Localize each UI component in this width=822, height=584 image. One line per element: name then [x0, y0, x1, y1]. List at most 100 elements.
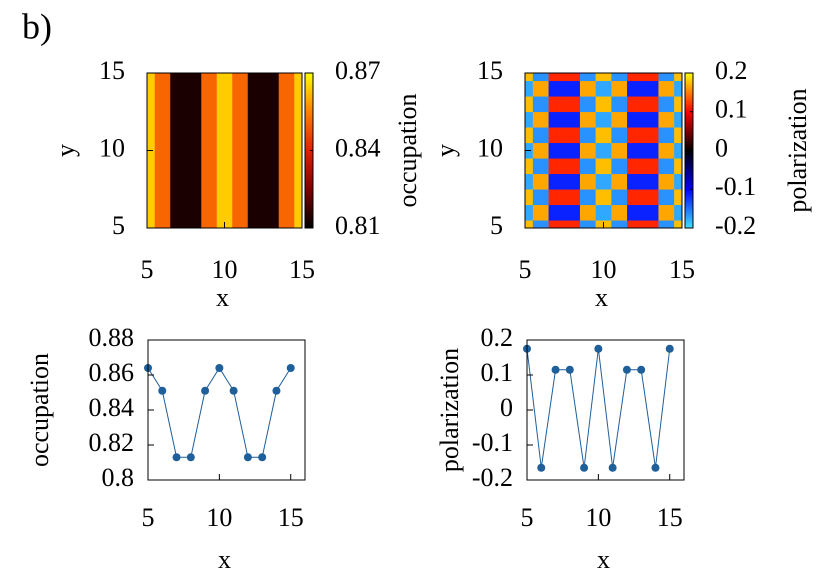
- heatmap-cell: [525, 189, 534, 206]
- heatmap-cell: [642, 142, 659, 159]
- heatmap-cell: [611, 127, 628, 144]
- heatmap-cell: [595, 73, 612, 82]
- y-tick-label: 15: [99, 56, 125, 85]
- heatmap-cell: [627, 220, 644, 229]
- heatmap-cell: [564, 127, 581, 144]
- heatmap-cell: [674, 142, 683, 159]
- heatmap-column: [154, 73, 171, 228]
- x-tick-label: 10: [212, 255, 238, 284]
- heatmap-cell: [611, 73, 628, 82]
- heatmap-cell: [658, 220, 675, 229]
- heatmap-cell: [564, 158, 581, 175]
- y-tick-label: 5: [112, 211, 125, 240]
- heatmap-cell: [627, 127, 644, 144]
- heatmap-cell: [525, 158, 534, 175]
- heatmap-cell: [532, 73, 549, 82]
- heatmap-cell: [627, 158, 644, 175]
- heatmap-cell: [525, 220, 534, 229]
- heatmap-cell: [642, 111, 659, 128]
- heatmap-cell: [627, 96, 644, 113]
- heatmap-cell: [674, 158, 683, 175]
- heatmap-cell: [548, 96, 565, 113]
- data-point: [272, 386, 281, 395]
- heatmap-cell: [642, 73, 659, 82]
- data-point: [580, 463, 589, 472]
- x-tick-label: 5: [519, 255, 532, 284]
- panel-label: b): [22, 6, 52, 46]
- x-tick-label: 15: [278, 503, 304, 532]
- heatmap-cell: [525, 96, 534, 113]
- y-tick-label: 10: [99, 133, 125, 162]
- x-tick-label: 15: [657, 503, 683, 532]
- heatmap-cell: [595, 127, 612, 144]
- colorbar-label: occupation: [393, 93, 422, 207]
- colorbar-tick-label: -0.2: [715, 211, 756, 240]
- heatmap-cell: [642, 96, 659, 113]
- heatmap-cell: [548, 204, 565, 221]
- y-tick-label: -0.1: [472, 428, 513, 457]
- x-tick-label: 5: [142, 503, 155, 532]
- heatmap-cell: [674, 73, 683, 82]
- heatmap-cell: [564, 173, 581, 190]
- heatmap-cell: [548, 158, 565, 175]
- data-point: [651, 463, 660, 472]
- heatmap-cell: [532, 158, 549, 175]
- heatmap-cell: [564, 142, 581, 159]
- y-tick-label: 0.82: [89, 428, 135, 457]
- heatmap-cell: [564, 204, 581, 221]
- plot-frame: [147, 339, 306, 481]
- x-tick-label: 15: [289, 255, 315, 284]
- y-tick-label: 0.1: [481, 358, 514, 387]
- heatmap-cell: [627, 73, 644, 82]
- heatmap-cell: [611, 142, 628, 159]
- heatmap-cell: [658, 80, 675, 97]
- heatmap-cell: [532, 111, 549, 128]
- heatmap-cell: [548, 80, 565, 97]
- heatmap-cell: [548, 220, 565, 229]
- x-tick-label: 10: [206, 503, 232, 532]
- x-tick-label: 5: [521, 503, 534, 532]
- heatmap-cell: [579, 220, 596, 229]
- data-point: [537, 463, 546, 472]
- heatmap-cell: [595, 96, 612, 113]
- heatmap-cell: [548, 111, 565, 128]
- y-axis-label: y: [51, 144, 80, 157]
- x-axis-label: x: [597, 545, 610, 574]
- heatmap-cell: [658, 127, 675, 144]
- data-line: [147, 367, 292, 458]
- heatmap-column: [170, 73, 187, 228]
- data-point: [186, 453, 195, 462]
- data-point: [201, 386, 210, 395]
- data-point: [286, 364, 295, 372]
- y-tick-label: 15: [477, 56, 503, 85]
- heatmap-cell: [674, 204, 683, 221]
- heatmap-cell: [548, 189, 565, 206]
- heatmap-cell: [627, 204, 644, 221]
- heatmap-cell: [642, 173, 659, 190]
- heatmap-cell: [658, 173, 675, 190]
- heatmap-cell: [611, 158, 628, 175]
- heatmap-cell: [564, 220, 581, 229]
- heatmap-cell: [564, 80, 581, 97]
- heatmap-cell: [658, 204, 675, 221]
- data-point: [622, 365, 631, 374]
- heatmap-cell: [627, 142, 644, 159]
- heatmap-cell: [564, 96, 581, 113]
- heatmap-cell: [611, 220, 628, 229]
- data-point: [565, 365, 574, 374]
- heatmap-cell: [579, 127, 596, 144]
- heatmap-cell: [611, 173, 628, 190]
- heatmap-cell: [579, 204, 596, 221]
- heatmap-cell: [548, 127, 565, 144]
- heatmap-cell: [548, 73, 565, 82]
- heatmap-cell: [674, 173, 683, 190]
- heatmap-cell: [627, 80, 644, 97]
- colorbar-label: polarization: [783, 88, 812, 212]
- x-tick-label: 5: [141, 255, 154, 284]
- heatmap-cell: [532, 127, 549, 144]
- heatmap-cell: [548, 173, 565, 190]
- heatmap-cell: [611, 80, 628, 97]
- heatmap-cell: [674, 111, 683, 128]
- heatmap-cell: [642, 204, 659, 221]
- heatmap-cell: [532, 173, 549, 190]
